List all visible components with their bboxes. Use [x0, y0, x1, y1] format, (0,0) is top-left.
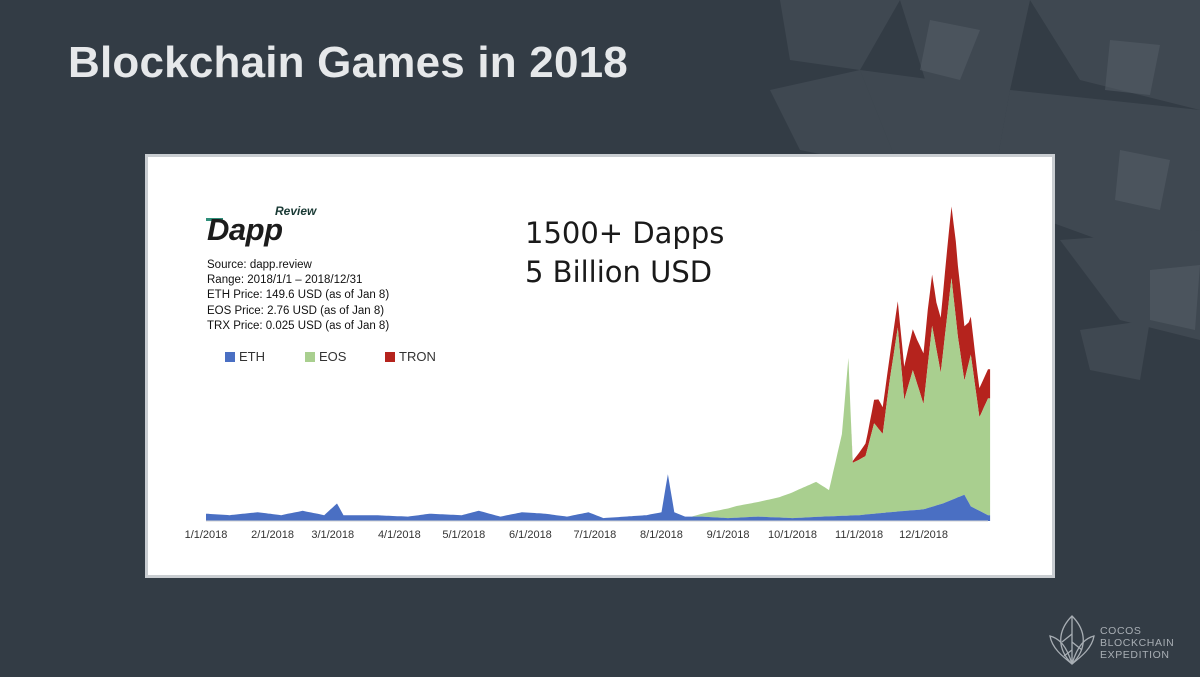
x-tick-label: 11/1/2018 — [835, 529, 883, 541]
legend-item-eth: ETH — [225, 349, 265, 364]
x-tick-label: 6/1/2018 — [509, 529, 552, 541]
chart-panel: 1/1/2018 2/1/2018 3/1/2018 4/1/2018 5/1/2018… — [145, 154, 1055, 578]
headline-dapps: 1500+ Dapps — [525, 216, 725, 250]
legend-swatch-eos — [305, 352, 315, 362]
legend-label-tron: TRON — [399, 349, 436, 364]
legend-swatch-eth — [225, 352, 235, 362]
legend-label-eos: EOS — [319, 349, 347, 364]
brand-line-3: EXPEDITION — [1100, 649, 1170, 661]
brand-line-1: COCOS — [1100, 625, 1142, 637]
x-tick-label: 2/1/2018 — [251, 529, 294, 541]
series-area-eos — [206, 278, 991, 519]
x-tick-label: 3/1/2018 — [311, 529, 354, 541]
legend-item-tron: TRON — [385, 349, 436, 364]
meta-source: Source: dapp.review — [207, 259, 312, 271]
legend-label-eth: ETH — [239, 349, 265, 364]
leaf-logo-icon — [1049, 615, 1095, 665]
x-tick-label: 8/1/2018 — [640, 529, 683, 541]
legend-item-eos: EOS — [305, 349, 346, 364]
stacked-area-chart: 1/1/2018 2/1/2018 3/1/2018 4/1/2018 5/1/2018… — [185, 206, 991, 541]
x-tick-label: 4/1/2018 — [378, 529, 421, 541]
legend-swatch-tron — [385, 352, 395, 362]
meta-range: Range: 2018/1/1 – 2018/12/31 — [207, 274, 363, 287]
x-tick-label: 1/1/2018 — [185, 529, 228, 541]
brand-wordmark: COCOS BLOCKCHAIN EXPEDITION — [1100, 625, 1174, 661]
x-tick-label: 5/1/2018 — [442, 529, 485, 541]
chart-metadata: Source: dapp.review Range: 2018/1/1 – 20… — [207, 258, 389, 334]
brand-line-2: BLOCKCHAIN — [1100, 637, 1175, 649]
x-tick-label: 12/1/2018 — [899, 529, 948, 541]
logo-review-text: Review — [275, 204, 317, 218]
x-tick-label: 9/1/2018 — [707, 529, 750, 541]
meta-eth-price: ETH Price: 149.6 USD (as of Jan 8) — [207, 289, 390, 302]
meta-eos-price: EOS Price: 2.76 USD (as of Jan 8) — [207, 304, 385, 317]
cocos-brand: COCOS BLOCKCHAIN EXPEDITION — [1048, 612, 1174, 671]
series-area-eth — [206, 474, 991, 521]
slide-title: Blockchain Games in 2018 — [68, 38, 628, 87]
headline-volume: 5 Billion USD — [525, 255, 713, 289]
meta-trx-price: TRX Price: 0.025 USD (as of Jan 8) — [207, 319, 390, 332]
x-tick-label: 10/1/2018 — [768, 529, 817, 541]
logo-accent-bar — [206, 218, 223, 221]
x-tick-label: 7/1/2018 — [573, 529, 616, 541]
dapp-review-logo: Dapp — [207, 212, 283, 247]
